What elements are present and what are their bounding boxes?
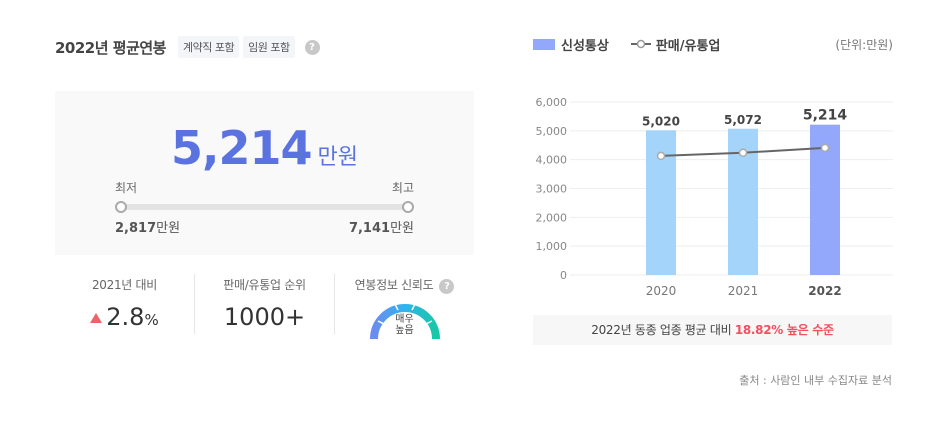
bar-value-label: 5,072 xyxy=(724,113,762,127)
rank-stat: 판매/유통업 순위 1000+ xyxy=(194,274,334,334)
reliability-label: 연봉정보 신뢰도 xyxy=(354,278,434,292)
legend-company: 신성통상 xyxy=(561,38,609,54)
average-salary-value: 5,214 xyxy=(171,121,313,175)
y-tick-label: 0 xyxy=(560,269,567,282)
min-marker-icon xyxy=(115,201,127,213)
average-salary-unit: 만원 xyxy=(317,145,358,170)
stats-row: 2021년 대비 2.8% 판매/유통업 순위 1000+ 연봉정보 신뢰도? xyxy=(55,274,474,340)
yoy-value-wrap: 2.8% xyxy=(55,303,194,331)
yoy-stat: 2021년 대비 2.8% xyxy=(55,274,194,334)
bar-value-label: 5,214 xyxy=(803,108,848,124)
y-tick-label: 1,000 xyxy=(536,240,568,253)
min-salary: 2,817만원 xyxy=(115,217,180,236)
legend-industry: 판매/유통업 xyxy=(655,38,721,54)
reliability-label-wrap: 연봉정보 신뢰도? xyxy=(335,276,474,294)
reliability-gauge: 매우 높음 xyxy=(368,299,442,340)
max-salary: 7,141만원 xyxy=(349,217,414,236)
salary-summary-box: 5,214 만원 최저 최고 2,817만원 7,141만원 xyxy=(55,91,474,255)
salary-range-track xyxy=(121,204,409,210)
salary-chart: 0 1,000 2,000 3,000 4,000 5,000 6,000 5,020 2020… xyxy=(536,96,893,298)
max-marker-icon xyxy=(402,201,414,213)
yoy-unit: % xyxy=(144,311,159,329)
source-note: 출처 : 사람인 내부 수집자료 분석 xyxy=(739,374,892,387)
rank-value: 1000+ xyxy=(223,303,306,331)
line-point-icon[interactable] xyxy=(738,148,748,157)
y-tick-label: 4,000 xyxy=(536,154,568,167)
chart-panel: 신성통상 판매/유통업 (단위:만원) xyxy=(533,34,893,54)
y-tick-label: 6,000 xyxy=(536,96,568,109)
question-circle-icon[interactable]: ? xyxy=(439,279,455,294)
yoy-label: 2021년 대비 xyxy=(91,278,158,292)
bar-swatch-icon xyxy=(533,38,555,50)
average-salary: 5,214 만원 xyxy=(55,121,474,175)
bar-value-label: 5,020 xyxy=(642,114,680,128)
gauge-arc-icon xyxy=(369,303,440,340)
min-label: 최저 xyxy=(115,181,138,195)
summary-text: 2022년 동종 업종 평균 대비 xyxy=(591,323,732,337)
yoy-value: 2.8 xyxy=(106,303,145,331)
min-salary-value: 2,817 xyxy=(115,221,157,236)
summary-highlight: 18.82% 높은 수준 xyxy=(734,323,834,337)
question-circle-icon[interactable]: ? xyxy=(304,39,320,55)
x-tick-label: 2020 xyxy=(646,284,677,298)
max-salary-value: 7,141 xyxy=(348,221,391,236)
rank-label: 판매/유통업 순위 xyxy=(223,278,306,292)
salary-panel: 2022년 평균연봉 계약직 포함 임원 포함 ? 5,214 만원 최저 최고 … xyxy=(55,34,475,340)
gauge-text-line1: 매우 xyxy=(395,314,414,325)
contract-included-chip: 계약직 포함 xyxy=(177,36,240,58)
y-tick-label: 2,000 xyxy=(536,211,568,224)
chart-legend: 신성통상 판매/유통업 xyxy=(533,34,893,54)
comparison-summary: 2022년 동종 업종 평균 대비 18.82% 높은 수준 xyxy=(533,315,892,345)
max-salary-unit: 만원 xyxy=(390,221,414,236)
line-marker-icon xyxy=(630,39,651,49)
y-tick-label: 5,000 xyxy=(536,125,568,138)
max-label: 최고 xyxy=(391,181,414,195)
min-salary-unit: 만원 xyxy=(156,221,181,236)
page-title: 2022년 평균연봉 xyxy=(55,38,166,57)
executive-included-chip: 임원 포함 xyxy=(243,36,295,58)
line-point-icon[interactable] xyxy=(820,143,830,153)
panel-header: 2022년 평균연봉 계약직 포함 임원 포함 ? xyxy=(55,34,475,60)
unit-label: (단위:만원) xyxy=(835,38,893,52)
up-triangle-icon xyxy=(90,313,103,323)
gauge-text: 매우 높음 xyxy=(368,314,442,336)
x-tick-label: 2021 xyxy=(728,284,759,298)
x-tick-label: 2022 xyxy=(808,284,841,298)
reliability-stat: 연봉정보 신뢰도? 매우 높음 xyxy=(334,274,474,340)
gauge-text-line2: 높음 xyxy=(395,325,414,336)
y-tick-label: 3,000 xyxy=(536,183,568,196)
line-point-icon[interactable] xyxy=(656,151,666,161)
